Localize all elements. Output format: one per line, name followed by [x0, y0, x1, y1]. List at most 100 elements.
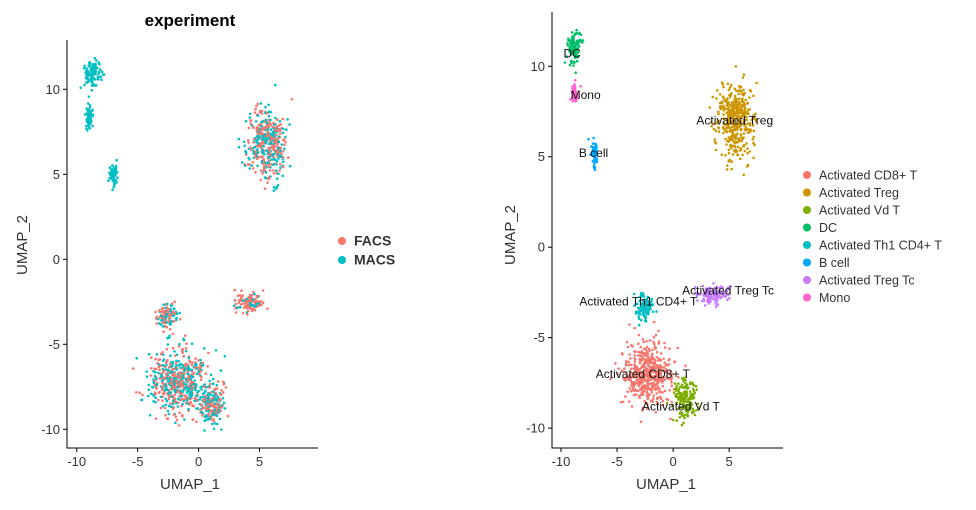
data-point: [169, 402, 172, 405]
data-point: [593, 157, 596, 160]
data-point: [271, 125, 274, 129]
data-point: [88, 112, 92, 116]
data-point: [266, 161, 269, 165]
data-point: [662, 379, 665, 382]
data-point: [655, 364, 659, 367]
data-point: [720, 295, 723, 299]
data-point: [161, 307, 164, 311]
data-point: [181, 374, 185, 377]
data-point: [87, 126, 91, 130]
data-point: [161, 404, 165, 408]
data-point: [636, 354, 640, 357]
data-point: [727, 88, 731, 92]
data-point: [673, 382, 677, 385]
data-point: [646, 383, 649, 386]
data-point: [273, 145, 277, 148]
data-point: [161, 351, 164, 354]
data-point: [738, 102, 741, 105]
data-point: [728, 86, 732, 89]
data-point: [164, 373, 168, 376]
data-point: [155, 383, 159, 386]
data-point: [245, 306, 249, 310]
data-point: [637, 342, 640, 346]
data-point: [201, 361, 204, 365]
data-point: [708, 297, 712, 301]
data-point: [179, 366, 182, 370]
data-point: [205, 386, 208, 389]
data-point: [164, 403, 167, 407]
data-point: [173, 307, 176, 311]
data-point: [233, 288, 237, 292]
data-point: [640, 350, 644, 353]
legend-label: Mono: [819, 291, 850, 305]
data-point: [722, 108, 725, 112]
data-point: [163, 309, 166, 313]
data-point: [194, 388, 197, 392]
data-point: [692, 389, 696, 393]
data-point: [159, 395, 163, 399]
data-point: [276, 129, 280, 132]
data-point: [617, 367, 620, 370]
data-point: [740, 115, 743, 118]
data-point: [281, 156, 285, 159]
data-point: [685, 400, 688, 404]
data-point: [286, 118, 289, 121]
data-point: [742, 88, 745, 92]
data-point: [275, 169, 278, 172]
data-point: [648, 349, 651, 353]
data-point: [740, 127, 743, 131]
data-point: [195, 420, 198, 424]
data-point: [752, 117, 755, 120]
data-point: [639, 420, 643, 424]
data-point: [140, 398, 143, 402]
data-point: [210, 399, 214, 402]
data-point: [673, 360, 677, 363]
data-point: [634, 389, 638, 393]
data-point: [624, 370, 627, 374]
data-point: [727, 111, 730, 115]
data-point: [166, 371, 170, 374]
data-point: [182, 384, 185, 388]
data-point: [157, 371, 160, 375]
data-point: [272, 132, 276, 135]
data-point: [252, 151, 255, 155]
data-point: [741, 137, 744, 140]
data-point: [644, 385, 647, 389]
data-point: [708, 286, 712, 290]
data-point: [165, 325, 169, 329]
data-point: [661, 384, 665, 388]
data-point: [263, 166, 266, 169]
data-point: [648, 370, 652, 373]
data-point: [637, 350, 641, 354]
data-point: [743, 144, 746, 147]
data-point: [161, 395, 164, 399]
data-point: [714, 291, 718, 295]
data-point: [746, 163, 750, 167]
data-point: [688, 403, 692, 406]
data-point: [173, 300, 176, 304]
data-point: [271, 163, 275, 166]
data-point: [741, 153, 744, 157]
data-point: [179, 385, 182, 388]
y-tick-label: 5: [53, 167, 60, 182]
legend-swatch: [803, 241, 811, 249]
data-point: [657, 342, 661, 345]
data-point: [171, 310, 175, 313]
data-point: [737, 108, 741, 112]
data-point: [192, 404, 195, 408]
legend-label: Activated Treg: [819, 186, 899, 200]
data-point: [199, 408, 202, 412]
data-point: [265, 121, 269, 125]
data-point: [734, 98, 738, 101]
data-point: [162, 303, 165, 307]
data-point: [573, 61, 576, 64]
legend-label: Activated CD8+ T: [819, 169, 917, 183]
data-point: [671, 403, 674, 407]
data-point: [726, 97, 729, 100]
data-point: [573, 83, 576, 86]
data-point: [145, 370, 148, 373]
data-point: [682, 397, 685, 400]
data-point: [722, 125, 725, 129]
data-point: [195, 398, 199, 402]
data-point: [647, 379, 650, 382]
